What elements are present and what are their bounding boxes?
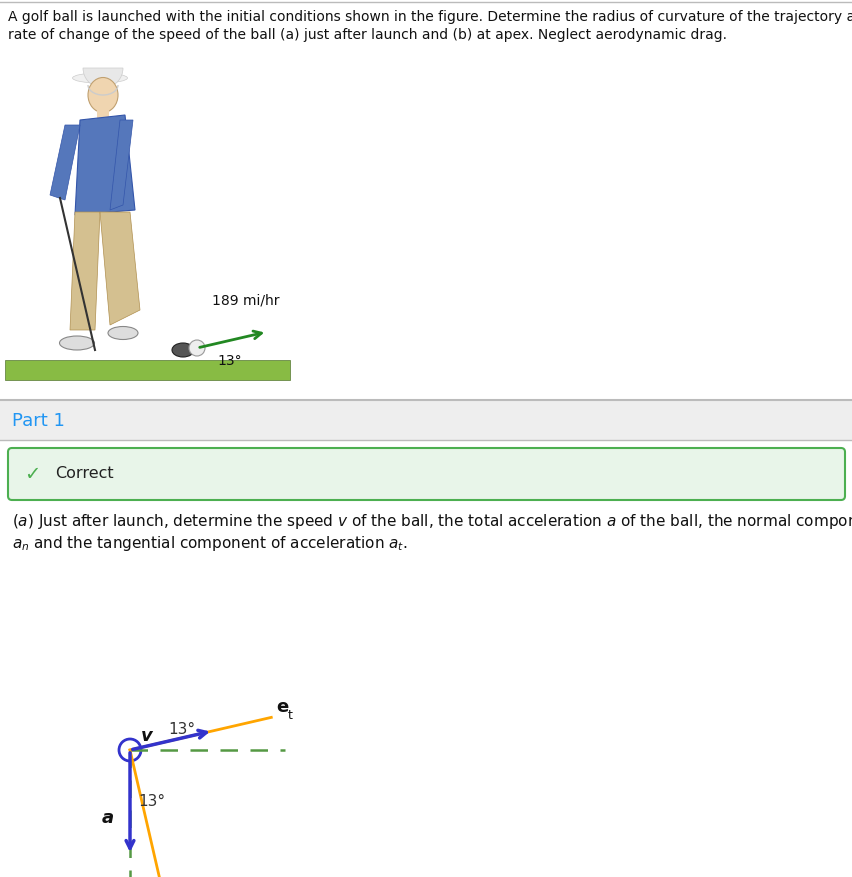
Text: 13°: 13°	[216, 354, 241, 368]
Text: v: v	[141, 727, 153, 745]
Text: a: a	[102, 809, 114, 827]
Bar	[0, 401, 852, 441]
Polygon shape	[100, 212, 140, 325]
Text: Correct: Correct	[55, 467, 113, 481]
Wedge shape	[83, 68, 123, 88]
Text: ✓: ✓	[24, 465, 40, 483]
Text: A golf ball is launched with the initial conditions shown in the figure. Determi: A golf ball is launched with the initial…	[8, 10, 852, 24]
Polygon shape	[50, 125, 80, 200]
Text: 13°: 13°	[168, 723, 195, 738]
Ellipse shape	[88, 77, 118, 112]
Polygon shape	[70, 212, 100, 330]
Polygon shape	[75, 115, 135, 215]
Ellipse shape	[60, 336, 95, 350]
Text: $a_n$ and the tangential component of acceleration $a_t$.: $a_n$ and the tangential component of ac…	[12, 534, 407, 553]
Polygon shape	[110, 120, 133, 210]
FancyBboxPatch shape	[8, 448, 844, 500]
Text: rate of change of the speed of the ball (a) just after launch and (b) at apex. N: rate of change of the speed of the ball …	[8, 28, 726, 42]
Ellipse shape	[72, 73, 127, 83]
Text: e: e	[276, 698, 288, 717]
Bar	[5, 360, 290, 380]
Ellipse shape	[108, 326, 138, 339]
Text: $(a)$ Just after launch, determine the speed $v$ of the ball, the total accelera: $(a)$ Just after launch, determine the s…	[12, 512, 852, 531]
Ellipse shape	[172, 343, 193, 357]
Bar	[97, 110, 109, 122]
Text: t: t	[287, 709, 292, 722]
Text: 189 mi/hr: 189 mi/hr	[212, 293, 279, 307]
Circle shape	[189, 340, 204, 356]
Text: 13°: 13°	[138, 795, 165, 809]
Text: Part 1: Part 1	[12, 412, 65, 430]
